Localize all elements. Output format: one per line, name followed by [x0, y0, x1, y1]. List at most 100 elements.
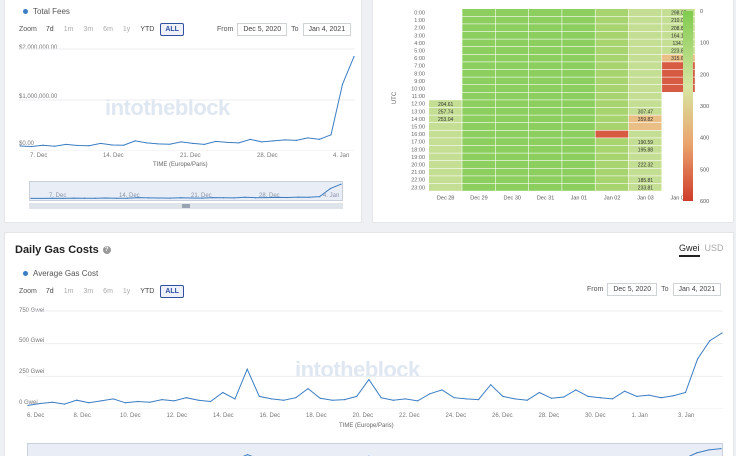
heatmap-cell[interactable]: [662, 85, 695, 92]
heatmap-cell[interactable]: [562, 85, 595, 92]
heatmap-cell[interactable]: [528, 176, 562, 184]
heatmap-cell[interactable]: [528, 168, 562, 176]
heatmap-cell[interactable]: [662, 9, 695, 16]
heatmap-cell[interactable]: [462, 107, 495, 115]
heatmap-cell[interactable]: [462, 54, 495, 62]
heatmap-cell[interactable]: [562, 100, 595, 108]
heatmap-cell[interactable]: [495, 138, 529, 146]
heatmap-cell[interactable]: [662, 77, 695, 85]
heatmap-cell[interactable]: [595, 77, 629, 85]
heatmap-cell[interactable]: [495, 115, 529, 123]
heatmap-cell[interactable]: [462, 24, 495, 32]
heatmap-cell[interactable]: [595, 31, 629, 39]
heatmap-cell[interactable]: [462, 168, 495, 176]
gas-navigator[interactable]: [27, 443, 723, 456]
heatmap-cell[interactable]: [528, 16, 562, 24]
heatmap-cell[interactable]: [495, 176, 529, 184]
heatmap-cell[interactable]: [462, 115, 495, 123]
heatmap-cell[interactable]: [628, 62, 662, 70]
heatmap-cell[interactable]: [595, 161, 629, 168]
heatmap-cell[interactable]: [462, 16, 495, 24]
heatmap-cell[interactable]: [595, 130, 629, 138]
heatmap-cell[interactable]: [528, 69, 562, 77]
heatmap-cell[interactable]: [528, 39, 562, 47]
heatmap-cell[interactable]: [562, 16, 595, 24]
heatmap-cell[interactable]: [562, 77, 595, 85]
heatmap-cell[interactable]: [628, 54, 662, 62]
heatmap-cell[interactable]: [562, 138, 595, 146]
zoom-3m-button[interactable]: 3m: [83, 288, 94, 295]
heatmap-cell[interactable]: [595, 54, 629, 62]
heatmap-cell[interactable]: [429, 176, 462, 184]
heatmap-cell[interactable]: [495, 168, 529, 176]
heatmap-cell[interactable]: [528, 31, 562, 39]
heatmap-cell[interactable]: [662, 31, 695, 39]
heatmap-cell[interactable]: [528, 47, 562, 54]
heatmap-cell[interactable]: [628, 153, 662, 161]
heatmap-cell[interactable]: [595, 62, 629, 70]
heatmap-cell[interactable]: [595, 183, 629, 191]
heatmap-cell[interactable]: [528, 107, 562, 115]
heatmap-cell[interactable]: [562, 54, 595, 62]
heatmap-cell[interactable]: [429, 145, 462, 153]
heatmap-cell[interactable]: [528, 85, 562, 92]
zoom-all-button[interactable]: ALL: [160, 285, 184, 298]
heatmap-cell[interactable]: [528, 123, 562, 130]
heatmap-cell[interactable]: [528, 92, 562, 100]
heatmap-cell[interactable]: [562, 24, 595, 32]
heatmap-cell[interactable]: [628, 107, 662, 115]
heatmap-cell[interactable]: [662, 69, 695, 77]
unit-usd-tab[interactable]: USD: [704, 243, 724, 253]
heatmap-cell[interactable]: [528, 145, 562, 153]
heatmap-cell[interactable]: [628, 47, 662, 54]
heatmap-cell[interactable]: [595, 123, 629, 130]
heatmap-cell[interactable]: [562, 47, 595, 54]
heatmap-cell[interactable]: [462, 130, 495, 138]
heatmap-cell[interactable]: [462, 92, 495, 100]
gas-legend[interactable]: Average Gas Cost: [23, 269, 98, 278]
heatmap-cell[interactable]: [562, 145, 595, 153]
heatmap-cell[interactable]: [462, 153, 495, 161]
heatmap-cell[interactable]: [595, 168, 629, 176]
heatmap-cell[interactable]: [462, 62, 495, 70]
heatmap-cell[interactable]: [595, 39, 629, 47]
heatmap-cell[interactable]: [429, 161, 462, 168]
heatmap-cell[interactable]: [662, 39, 695, 47]
zoom-all-button[interactable]: ALL: [160, 23, 184, 36]
zoom-6m-button[interactable]: 6m: [103, 26, 113, 33]
heatmap-cell[interactable]: [528, 62, 562, 70]
heatmap-cell[interactable]: [495, 47, 529, 54]
heatmap-cell[interactable]: [562, 123, 595, 130]
heatmap-cell[interactable]: [628, 31, 662, 39]
heatmap-cell[interactable]: [628, 138, 662, 146]
heatmap-cell[interactable]: [528, 161, 562, 168]
heatmap-cell[interactable]: [562, 92, 595, 100]
to-date-input[interactable]: Jan 4, 2021: [302, 23, 352, 36]
fees-navigator[interactable]: [29, 181, 343, 201]
heatmap-cell[interactable]: [595, 47, 629, 54]
heatmap-cell[interactable]: [562, 62, 595, 70]
heatmap-cell[interactable]: [628, 16, 662, 24]
heatmap-cell[interactable]: [462, 161, 495, 168]
heatmap-cell[interactable]: [462, 39, 495, 47]
heatmap-cell[interactable]: [495, 183, 529, 191]
unit-gwei-tab[interactable]: Gwei: [679, 243, 700, 257]
to-date-input[interactable]: Jan 4, 2021: [672, 283, 722, 296]
heatmap-cell[interactable]: [528, 24, 562, 32]
heatmap-cell[interactable]: [495, 107, 529, 115]
heatmap-cell[interactable]: [595, 24, 629, 32]
heatmap-cell[interactable]: [595, 85, 629, 92]
heatmap-cell[interactable]: [662, 62, 695, 70]
heatmap-cell[interactable]: [595, 69, 629, 77]
heatmap-cell[interactable]: [462, 176, 495, 184]
fees-line-chart[interactable]: [19, 47, 355, 151]
heatmap-cell[interactable]: [495, 153, 529, 161]
heatmap-cell[interactable]: [462, 69, 495, 77]
heatmap-cell[interactable]: [628, 183, 662, 191]
heatmap-cell[interactable]: [562, 69, 595, 77]
heatmap-cell[interactable]: [462, 31, 495, 39]
heatmap-cell[interactable]: [429, 183, 462, 191]
heatmap-cell[interactable]: [429, 107, 462, 115]
heatmap-cell[interactable]: [562, 115, 595, 123]
heatmap-cell[interactable]: [628, 168, 662, 176]
